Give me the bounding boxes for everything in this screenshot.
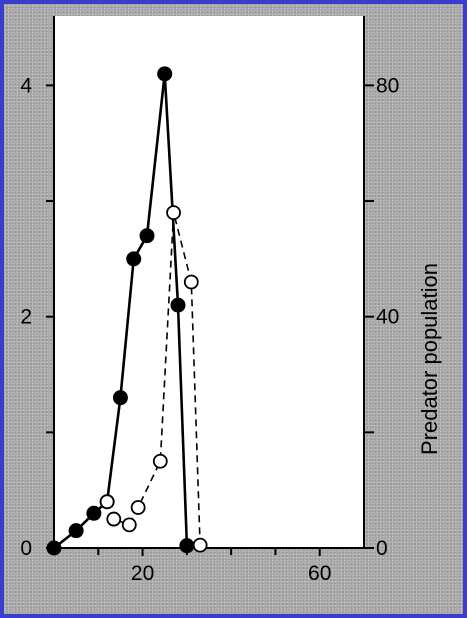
series-2-point — [121, 517, 137, 533]
series-1-point — [139, 228, 155, 244]
series-2-point — [152, 453, 168, 469]
right-tick-label: 40 — [376, 306, 399, 329]
left-tick-label: 4 — [20, 74, 32, 97]
series-1-point — [68, 523, 84, 539]
series-2-point — [130, 500, 146, 515]
series-1-point — [86, 505, 102, 521]
left-tick-label: 2 — [20, 306, 32, 329]
series-2-point — [99, 494, 115, 510]
series-2-point — [166, 205, 181, 221]
figure-frame: 0 2 4 0 40 80 20 60 Predator population — [4, 4, 463, 614]
series-2-point — [192, 537, 208, 553]
right-tick-label: 80 — [376, 74, 399, 97]
right-tick-label: 0 — [376, 537, 388, 560]
series-1-point — [46, 540, 62, 556]
series-1-point — [112, 390, 128, 406]
series-1-point — [179, 538, 195, 554]
series-2-point — [183, 274, 199, 290]
right-axis-title: Predator population — [417, 263, 442, 455]
series-1-line — [53, 73, 189, 550]
series-2-line — [106, 212, 201, 546]
left-tick-label: 0 — [20, 537, 32, 560]
series-1-point — [126, 251, 142, 267]
series-layer — [46, 66, 208, 556]
series-2-point — [106, 511, 122, 527]
plot-area — [54, 16, 364, 548]
series-1-point — [170, 297, 186, 313]
series-1-point — [157, 66, 173, 82]
x-tick-label: 60 — [308, 562, 331, 585]
x-tick-label: 20 — [131, 562, 154, 585]
